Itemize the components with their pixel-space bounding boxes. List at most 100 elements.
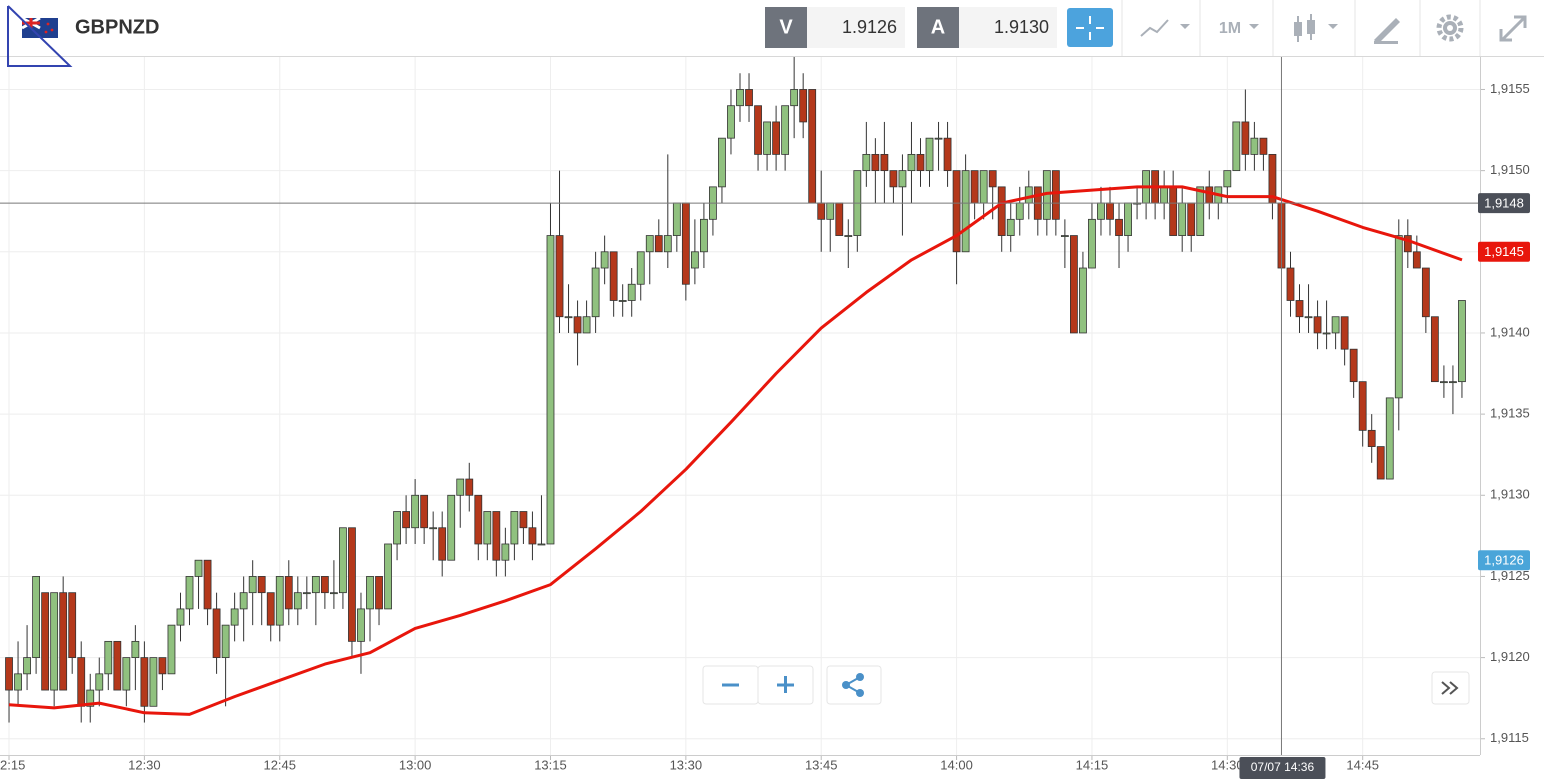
buy-label: A — [931, 16, 945, 38]
candle-body — [1051, 170, 1060, 220]
candle-body — [230, 608, 239, 626]
candle-body — [681, 202, 690, 285]
y-tick-label: 1,9155 — [1490, 81, 1530, 96]
y-tick-label: 1,9120 — [1490, 649, 1530, 664]
candle-body — [1304, 316, 1313, 319]
candle-body — [1178, 202, 1187, 236]
candle-body — [330, 592, 338, 595]
candle-body — [979, 170, 988, 204]
candle-body — [528, 527, 537, 545]
candle-body — [348, 527, 356, 642]
candle-body — [1070, 235, 1078, 334]
candle-body — [546, 235, 555, 545]
candle-body — [799, 89, 808, 123]
zoom-out-button[interactable] — [702, 665, 759, 705]
candle-body — [889, 170, 898, 188]
candle-body — [501, 543, 510, 561]
candle-body — [1060, 235, 1069, 237]
candle-body — [970, 170, 979, 204]
candle-body — [1241, 121, 1250, 155]
candle-body — [221, 624, 230, 659]
candle-body — [257, 576, 266, 594]
candle-body — [1015, 202, 1024, 220]
candle-body — [1006, 218, 1015, 236]
candle-style-button[interactable] — [1294, 14, 1338, 42]
candle-body — [1403, 235, 1412, 253]
candle-body — [1394, 235, 1403, 399]
settings-button[interactable] — [1436, 14, 1464, 42]
y-tick-label: 1,9140 — [1490, 324, 1530, 339]
candle-body — [862, 153, 871, 172]
crosshair-x-tag — [1239, 757, 1326, 779]
crosshair-button[interactable] — [1067, 8, 1113, 47]
zoom-in-button[interactable] — [757, 665, 814, 705]
fullscreen-button[interactable] — [1499, 15, 1527, 42]
sell-label: V — [779, 16, 793, 38]
candle-body — [700, 218, 708, 253]
share-button[interactable] — [826, 665, 882, 705]
candle-body — [158, 657, 167, 675]
candle-body — [1196, 186, 1205, 236]
candle-body — [718, 137, 726, 188]
candle-body — [1331, 316, 1340, 334]
x-tick-label: 14:45 — [1346, 757, 1379, 772]
crosshair-x-label: 07/07 14:36 — [1251, 760, 1315, 774]
candle-body — [393, 511, 401, 545]
candle-body — [492, 511, 501, 561]
candle-body — [266, 592, 275, 626]
candle-body — [375, 576, 383, 610]
candle-body — [727, 105, 735, 139]
candle-body — [1169, 186, 1178, 236]
candle-body — [880, 153, 889, 172]
candle-body — [357, 608, 365, 642]
candle-body — [59, 592, 68, 691]
candle-body — [952, 170, 961, 253]
candle-body — [645, 235, 654, 253]
y-tick-label: 1,9130 — [1490, 487, 1530, 502]
x-tick-label: 12:45 — [263, 757, 296, 772]
candle-body — [50, 592, 59, 691]
symbol: GBPNZD — [75, 16, 159, 38]
candle-body — [1376, 446, 1385, 480]
moving-average-line — [8, 185, 1463, 716]
candle-body — [745, 89, 753, 107]
sell-button[interactable] — [765, 7, 807, 48]
candle-body — [988, 170, 997, 188]
candle-body — [736, 89, 744, 107]
candle-body — [68, 592, 77, 659]
candle-body — [1115, 218, 1123, 236]
x-tick-label: 14:15 — [1076, 757, 1109, 772]
candle-body — [826, 202, 835, 220]
candle-body — [1349, 348, 1358, 383]
candle-body — [790, 89, 799, 107]
candle-body — [366, 576, 374, 610]
y-tick-label: 1,9135 — [1490, 406, 1530, 421]
candle-body — [212, 608, 221, 659]
scroll-to-end-button[interactable] — [1431, 671, 1470, 705]
candle-body — [781, 105, 790, 155]
candle-body — [429, 527, 438, 530]
candle-body — [1250, 137, 1259, 155]
candle-body — [654, 235, 663, 253]
candle-body — [5, 657, 13, 691]
candle-body — [1187, 202, 1196, 236]
candle-body — [203, 559, 212, 610]
candle-body — [636, 251, 645, 285]
candle-body — [284, 576, 293, 610]
candle-body — [194, 559, 203, 577]
drawing-tool-button[interactable] — [1374, 18, 1400, 44]
x-tick-label: 13:15 — [534, 757, 567, 772]
buy-button[interactable] — [917, 7, 959, 48]
candle-body — [1430, 316, 1439, 383]
candle-body — [772, 121, 780, 155]
candle-body — [627, 283, 636, 301]
candle-body — [844, 235, 853, 237]
candle-body — [302, 592, 311, 595]
timeframe-button[interactable]: 1M — [1219, 20, 1259, 37]
candle-body — [483, 511, 492, 545]
candle-body — [582, 316, 591, 334]
chart-type-button[interactable] — [1140, 19, 1190, 37]
candle-body — [618, 300, 627, 302]
